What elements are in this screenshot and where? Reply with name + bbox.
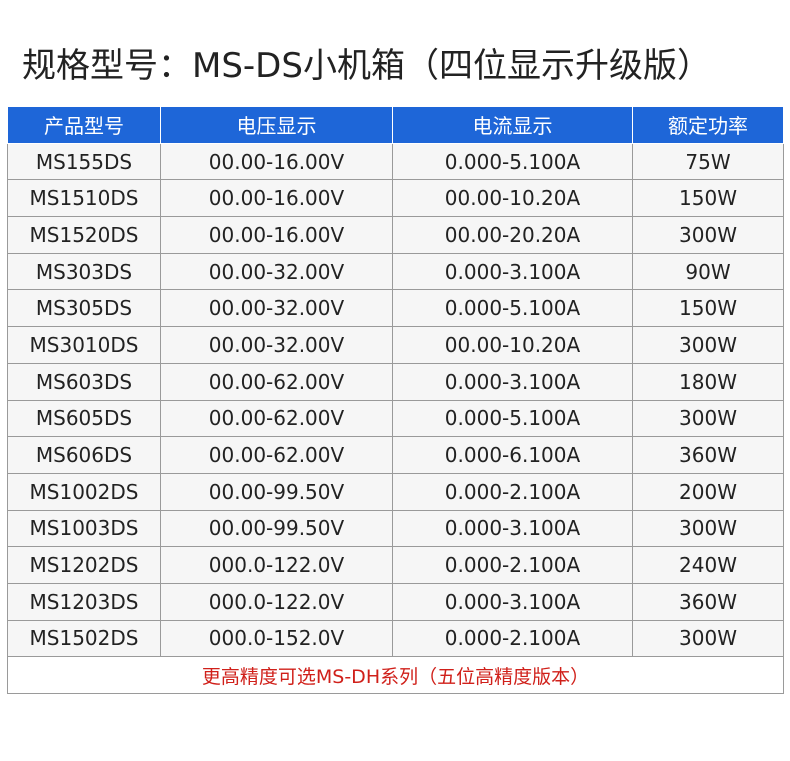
table-cell: 0.000-2.100A <box>392 546 633 584</box>
table-cell: 00.00-99.50V <box>160 472 393 511</box>
column-header: 电流显示 <box>392 106 633 144</box>
note: 更高精度可选MS-DH系列（五位高精度版本） <box>7 656 784 694</box>
table-row: MS1202DS 000.0-122.0V 0.000-2.100A 240W <box>7 546 784 584</box>
table-cell: 0.000-5.100A <box>392 289 633 328</box>
table-cell: 300W <box>632 399 784 438</box>
table-row: MS606DS 00.00-62.00V 0.000-6.100A 360W <box>7 436 784 474</box>
table-cell: 150W <box>632 289 784 328</box>
column-header: 产品型号 <box>7 106 161 144</box>
table-cell: 00.00-16.00V <box>160 142 393 181</box>
table-cell: 0.000-5.100A <box>392 142 633 181</box>
table-cell: MS606DS <box>7 436 161 474</box>
table-cell: 150W <box>632 179 784 218</box>
table-cell: MS1510DS <box>7 179 161 218</box>
title: 规格型号：MS-DS小机箱（四位显示升级版） <box>22 46 711 86</box>
table-cell: 00.00-20.20A <box>392 216 633 254</box>
table-cell: 00.00-32.00V <box>160 326 393 364</box>
column-header: 额定功率 <box>632 106 784 144</box>
table-row: MS303DS 00.00-32.00V 0.000-3.100A 90W <box>7 252 784 291</box>
table-cell: 00.00-16.00V <box>160 179 393 218</box>
table-row: MS155DS 00.00-16.00V 0.000-5.100A 75W <box>7 142 784 181</box>
table-cell: 200W <box>632 472 784 511</box>
table-cell: 300W <box>632 216 784 254</box>
table-cell: MS1003DS <box>7 509 161 548</box>
table-cell: MS303DS <box>7 252 161 291</box>
table-cell: 000.0-122.0V <box>160 582 393 621</box>
table-body: MS155DS 00.00-16.00V 0.000-5.100A 75W MS1510… <box>7 142 784 694</box>
table-cell: 300W <box>632 326 784 364</box>
table-cell: 00.00-62.00V <box>160 362 393 401</box>
table-cell: 00.00-62.00V <box>160 399 393 438</box>
table-cell: MS1520DS <box>7 216 161 254</box>
table-cell: 00.00-10.20A <box>392 179 633 218</box>
table-cell: 0.000-2.100A <box>392 619 633 658</box>
table-cell: 0.000-3.100A <box>392 582 633 621</box>
table-row: MS1002DS 00.00-99.50V 0.000-2.100A 200W <box>7 472 784 511</box>
table-cell: MS3010DS <box>7 326 161 364</box>
table-cell: 0.000-3.100A <box>392 509 633 548</box>
table-cell: 00.00-10.20A <box>392 326 633 364</box>
table-row: MS605DS 00.00-62.00V 0.000-5.100A 300W <box>7 399 784 438</box>
header-row: 产品型号 电压显示 电流显示 额定功率 <box>7 106 784 144</box>
column-header: 电压显示 <box>160 106 393 144</box>
table-cell: 00.00-32.00V <box>160 252 393 291</box>
table-cell: 00.00-16.00V <box>160 216 393 254</box>
table-cell: 180W <box>632 362 784 401</box>
table-row: MS3010DS 00.00-32.00V 00.00-10.20A 300W <box>7 326 784 364</box>
table-cell: 240W <box>632 546 784 584</box>
table-cell: 00.00-99.50V <box>160 509 393 548</box>
table-cell: 00.00-32.00V <box>160 289 393 328</box>
table-cell: 00.00-62.00V <box>160 436 393 474</box>
table-cell: 360W <box>632 436 784 474</box>
table-row: MS1003DS 00.00-99.50V 0.000-3.100A 300W <box>7 509 784 548</box>
table-row: MS1502DS 000.0-152.0V 0.000-2.100A 300W <box>7 619 784 658</box>
table-cell: MS305DS <box>7 289 161 328</box>
table-cell: 300W <box>632 619 784 658</box>
table-cell: 0.000-3.100A <box>392 362 633 401</box>
table-cell: MS1002DS <box>7 472 161 511</box>
table-cell: MS1202DS <box>7 546 161 584</box>
table-cell: 75W <box>632 142 784 181</box>
table-cell: MS155DS <box>7 142 161 181</box>
table-head: 产品型号 电压显示 电流显示 额定功率 <box>7 106 784 144</box>
table-cell: 0.000-5.100A <box>392 399 633 438</box>
table-cell: MS1203DS <box>7 582 161 621</box>
table-row: MS1203DS 000.0-122.0V 0.000-3.100A 360W <box>7 582 784 621</box>
table-cell: MS605DS <box>7 399 161 438</box>
spec-table: 产品型号 电压显示 电流显示 额定功率 MS155DS 00.00-16.00V 0.00… <box>7 106 784 694</box>
table-row: MS1520DS 00.00-16.00V 00.00-20.20A 300W <box>7 216 784 254</box>
table-cell: 360W <box>632 582 784 621</box>
table-cell: MS1502DS <box>7 619 161 658</box>
table-cell: 300W <box>632 509 784 548</box>
table-cell: 000.0-152.0V <box>160 619 393 658</box>
table-row: MS305DS 00.00-32.00V 0.000-5.100A 150W <box>7 289 784 328</box>
table-cell: 0.000-3.100A <box>392 252 633 291</box>
table-row: MS1510DS 00.00-16.00V 00.00-10.20A 150W <box>7 179 784 218</box>
table-cell: 0.000-6.100A <box>392 436 633 474</box>
table-cell: 90W <box>632 252 784 291</box>
table-row: MS603DS 00.00-62.00V 0.000-3.100A 180W <box>7 362 784 401</box>
table-cell: 000.0-122.0V <box>160 546 393 584</box>
table-cell: MS603DS <box>7 362 161 401</box>
note-row: 更高精度可选MS-DH系列（五位高精度版本） <box>7 656 784 694</box>
table-cell: 0.000-2.100A <box>392 472 633 511</box>
